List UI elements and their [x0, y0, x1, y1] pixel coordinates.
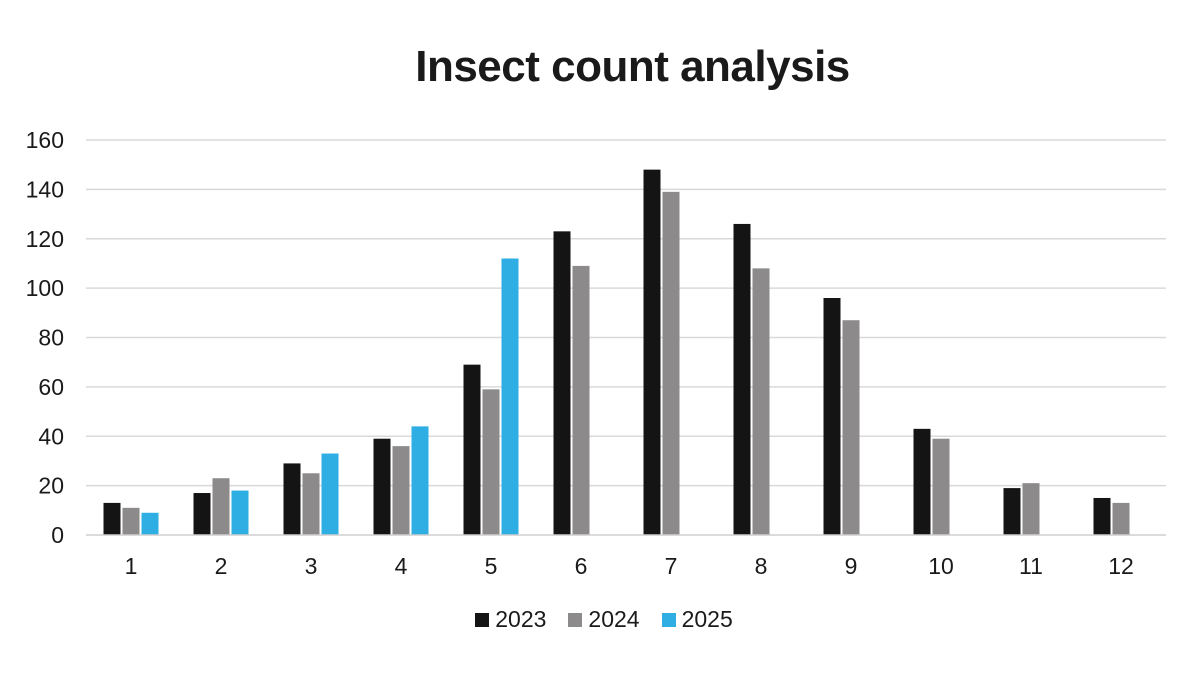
y-tick-label: 100 [26, 275, 64, 301]
bars [103, 169, 1130, 535]
legend-item: 2024 [568, 606, 640, 633]
legend-label: 2024 [588, 606, 640, 632]
bar-2025-3 [321, 453, 339, 535]
x-tick-label: 12 [1108, 553, 1134, 579]
x-tick-label: 1 [125, 553, 138, 579]
bar-2024-7 [662, 191, 680, 535]
bar-2023-11 [1003, 488, 1021, 535]
x-tick-label: 8 [755, 553, 768, 579]
legend-swatch [475, 612, 490, 627]
x-tick-label: 4 [395, 553, 408, 579]
bar-2024-2 [212, 478, 230, 535]
y-tick-label: 140 [26, 176, 64, 202]
x-tick-label: 6 [575, 553, 588, 579]
bar-2024-8 [752, 268, 770, 535]
bar-2023-1 [103, 502, 121, 535]
bar-2023-12 [1093, 497, 1111, 535]
y-tick-label: 80 [38, 325, 64, 351]
legend-label: 2025 [681, 606, 733, 632]
y-tick-label: 120 [26, 226, 64, 252]
bar-2025-1 [141, 512, 159, 535]
bar-2024-11 [1022, 483, 1040, 535]
chart-title: Insect count analysis [415, 42, 850, 91]
bar-2024-5 [482, 389, 500, 535]
bar-2024-10 [932, 438, 950, 535]
gridlines [86, 139, 1166, 487]
legend-label: 2023 [495, 606, 547, 632]
x-tick-label: 11 [1019, 553, 1043, 579]
legend-swatch [661, 612, 676, 627]
y-tick-label: 40 [38, 423, 64, 449]
bar-2023-2 [193, 493, 211, 535]
bar-2025-2 [231, 490, 249, 535]
y-tick-label: 20 [38, 473, 64, 499]
y-tick-label: 60 [38, 374, 64, 400]
bar-2024-12 [1112, 502, 1130, 535]
bar-2024-3 [302, 473, 320, 535]
bar-2024-9 [842, 320, 860, 535]
legend: 2023 2024 2025 [0, 606, 1200, 633]
bar-2023-4 [373, 438, 391, 535]
bar-2024-1 [122, 507, 140, 535]
x-tick-label: 3 [305, 553, 318, 579]
legend-item: 2023 [475, 606, 546, 633]
bar-2024-4 [392, 446, 410, 535]
bar-2025-4 [411, 426, 429, 535]
bar-2023-3 [283, 463, 301, 535]
x-tick-label: 9 [845, 553, 858, 579]
bar-2024-6 [572, 265, 590, 535]
x-tick-label: 2 [215, 553, 228, 579]
y-tick-label: 160 [26, 127, 64, 153]
legend-item: 2025 [661, 606, 733, 633]
bar-2025-5 [501, 258, 519, 535]
x-tick-label: 7 [665, 553, 678, 579]
x-tick-label: 5 [485, 553, 498, 579]
bar-2023-8 [733, 223, 751, 535]
bar-2023-9 [823, 298, 841, 535]
y-axis-tick-labels: 0 20 40 60 80 100 120 140 160 [26, 127, 64, 548]
x-tick-label: 10 [928, 553, 954, 579]
x-axis-tick-labels: 1 2 3 4 5 6 7 8 9 10 11 12 [125, 553, 1134, 579]
bar-2023-10 [913, 428, 931, 535]
legend-swatch [568, 612, 583, 627]
bar-2023-6 [553, 231, 571, 535]
bar-2023-5 [463, 364, 481, 535]
y-tick-label: 0 [51, 522, 64, 548]
bar-2023-7 [643, 169, 661, 535]
